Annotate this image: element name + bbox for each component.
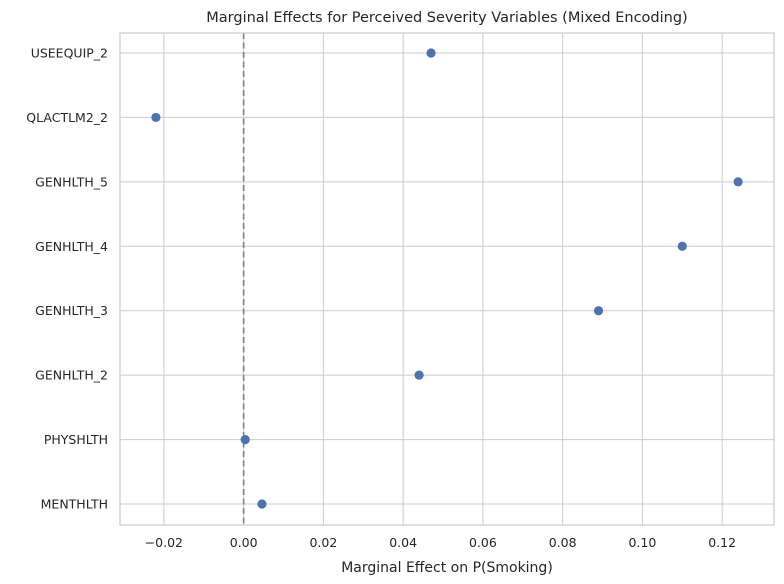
- y-tick-label: MENTHLTH: [41, 497, 108, 512]
- x-tick-label: 0.04: [389, 535, 417, 550]
- data-point: [733, 177, 743, 187]
- x-tick-label: 0.02: [309, 535, 337, 550]
- plot-frame: [119, 32, 775, 526]
- y-tick-label: GENHLTH_4: [35, 239, 108, 254]
- data-point: [677, 241, 687, 251]
- y-tick-label: GENHLTH_2: [35, 368, 108, 383]
- y-tick-label: QLACTLM2_2: [26, 110, 108, 125]
- x-axis-label: Marginal Effect on P(Smoking): [341, 560, 553, 576]
- x-tick-label: 0.12: [708, 535, 736, 550]
- data-point: [151, 112, 161, 123]
- y-tick-labels: USEEQUIP_2 QLACTLM2_2 GENHLTH_5 GENHLTH_4 GE…: [26, 46, 108, 512]
- x-tick-label: −0.02: [145, 535, 183, 550]
- x-tick-label: 0.06: [469, 535, 497, 550]
- y-tick-label: PHYSHLTH: [44, 432, 108, 447]
- data-point: [240, 434, 250, 445]
- data-point: [414, 370, 424, 380]
- data-point: [593, 306, 604, 316]
- x-tick-label: 0.08: [549, 535, 577, 550]
- grid-lines: [120, 33, 774, 525]
- y-tick-label: GENHLTH_3: [35, 303, 108, 318]
- data-point: [426, 48, 436, 58]
- data-point: [257, 499, 267, 509]
- chart-title: Marginal Effects for Perceived Severity …: [206, 10, 687, 26]
- x-tick-label: 0.10: [628, 535, 656, 550]
- x-tick-labels: −0.02 0.00 0.02 0.04 0.06 0.08 0.10 0.12: [145, 535, 736, 550]
- x-tick-label: 0.00: [230, 535, 258, 550]
- y-tick-label: USEEQUIP_2: [31, 46, 108, 61]
- y-tick-label: GENHLTH_5: [35, 174, 108, 189]
- data-points: [151, 48, 743, 509]
